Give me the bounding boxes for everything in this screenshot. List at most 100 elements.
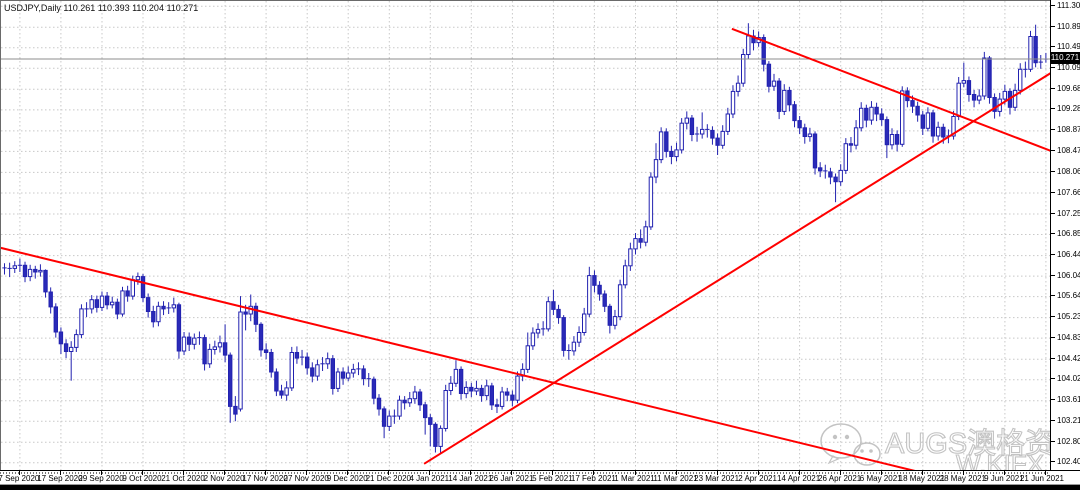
candle-down	[161, 305, 166, 310]
price-axis-label: 106.850	[1057, 229, 1080, 238]
date-axis-tick	[429, 471, 431, 475]
price-axis-label: 103.210	[1057, 415, 1080, 425]
window-separator	[0, 484, 1080, 485]
price-axis-label: 110.490	[1057, 42, 1080, 52]
candle-down	[710, 129, 715, 139]
candle-down	[556, 308, 561, 319]
price-axis-label: 104.020	[1057, 374, 1080, 384]
candle-down	[1033, 36, 1038, 64]
candlestick-chart-canvas[interactable]: AUGS澳格资讯 W.KIFX	[1, 1, 1051, 471]
candle-up	[474, 387, 479, 392]
price-axis-tick	[1051, 295, 1055, 297]
candle-up	[741, 54, 746, 84]
date-axis-tick	[634, 471, 636, 475]
date-axis-tick	[716, 471, 718, 475]
candle-down	[243, 311, 248, 315]
candle-up	[700, 128, 705, 135]
candle-down	[340, 371, 346, 379]
candle-up	[69, 346, 74, 352]
candle-down	[202, 337, 207, 365]
candle-up	[725, 113, 730, 132]
candle-up	[217, 342, 223, 348]
candle-down	[253, 305, 259, 325]
price-axis-label: 105.640	[1057, 291, 1080, 301]
candle-down	[941, 126, 946, 138]
candle-up	[859, 107, 864, 129]
candle-up	[658, 131, 664, 161]
price-axis-label: 109.280	[1057, 104, 1080, 114]
candle-up	[546, 301, 551, 330]
bottom-window-bar	[0, 485, 1080, 490]
candle-down	[792, 104, 797, 122]
candle-down	[376, 397, 382, 410]
symbol-ohlc-title: USDJPY,Daily 110.261 110.393 110.204 110…	[4, 3, 199, 13]
candle-down	[864, 107, 869, 121]
candle-down	[479, 387, 484, 397]
price-axis-tick	[1051, 254, 1055, 256]
current-price-box: 110.271	[1050, 52, 1080, 64]
price-axis-label: 110.090	[1057, 62, 1080, 72]
candle-up	[284, 387, 289, 396]
candle-down	[494, 404, 500, 407]
candle-down	[53, 306, 58, 333]
price-axis-label: 104.420	[1057, 353, 1080, 363]
price-axis-tick	[1051, 419, 1055, 421]
wechat-icon-eye	[844, 434, 850, 440]
price-axis-label: 111.300	[1057, 0, 1080, 10]
candle-down	[920, 114, 925, 129]
date-axis-label: 14 Jan 2021	[448, 474, 493, 483]
candle-up	[181, 336, 187, 352]
candle-down	[222, 342, 228, 356]
trendline-downtrend-from-mar-high	[731, 27, 1051, 152]
date-axis-tick	[224, 471, 226, 475]
price-axis-tick	[1051, 66, 1055, 68]
candle-down	[269, 352, 274, 373]
candle-up	[156, 305, 161, 323]
candle-up	[207, 348, 212, 365]
candle-down	[104, 295, 110, 306]
grid-lines	[1, 1, 1051, 471]
date-axis-label: 1 Mar 2021	[614, 474, 655, 483]
price-axis[interactable]: 111.300 110.890 110.490 110.090 109.680 109.2…	[1050, 0, 1080, 470]
candle-down	[884, 119, 890, 146]
candle-down	[176, 304, 182, 352]
candle-down	[417, 391, 423, 406]
candle-up	[771, 80, 777, 87]
candle-down	[94, 299, 99, 308]
chart-plot-area[interactable]: AUGS澳格资讯 W.KIFX USDJPY,Daily 110.261 110…	[0, 0, 1051, 471]
candle-up	[192, 337, 197, 345]
price-axis-tick	[1051, 461, 1055, 463]
candle-down	[145, 297, 151, 313]
candle-down	[274, 371, 279, 392]
candle-down	[761, 37, 766, 65]
date-axis-label: 7 Sep 2020	[0, 474, 40, 483]
date-axis[interactable]: 7 Sep 2020 17 Sep 2020 29 Sep 2020 9 Oct 20…	[0, 470, 1080, 484]
price-axis-tick	[1051, 316, 1055, 318]
candle-up	[515, 375, 520, 401]
candle-up	[120, 290, 125, 315]
date-axis-label: 11 Mar 2021	[653, 474, 698, 483]
price-axis-tick	[1051, 4, 1055, 6]
candle-down	[966, 80, 972, 95]
candle-down	[879, 113, 884, 121]
date-axis-label: 2 Nov 2020	[203, 474, 245, 483]
candle-up	[674, 149, 679, 158]
candle-up	[464, 386, 469, 395]
candle-down	[361, 368, 366, 380]
candle-down	[669, 150, 674, 157]
candle-down	[423, 404, 428, 419]
candle-up	[346, 372, 351, 379]
date-axis-tick	[18, 471, 20, 475]
candle-up	[412, 391, 418, 400]
date-axis-tick	[511, 471, 513, 475]
wechat-icon	[820, 423, 862, 459]
candle-up	[977, 95, 982, 101]
candle-down	[33, 268, 38, 273]
date-axis-label: 4 Jan 2021	[409, 474, 450, 483]
date-axis-label: 26 Jan 2021	[489, 474, 534, 483]
candle-up	[869, 106, 874, 121]
price-axis-label: 108.870	[1057, 125, 1080, 135]
candle-up	[684, 117, 689, 124]
candle-down	[818, 167, 823, 172]
date-axis-tick	[1044, 471, 1046, 475]
